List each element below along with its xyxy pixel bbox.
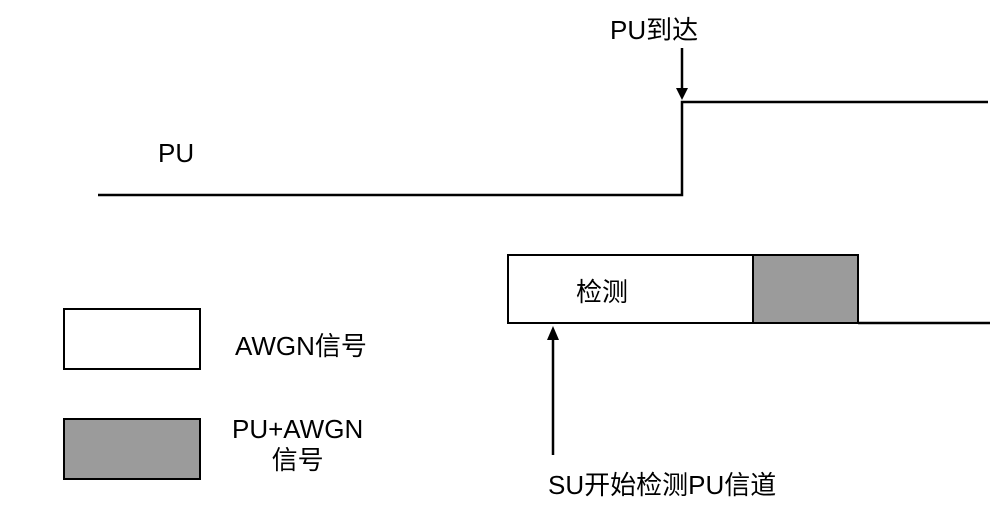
legend-white-label: AWGN信号	[235, 326, 367, 363]
legend-white-box	[63, 308, 201, 370]
pu-step-path	[98, 102, 988, 195]
legend-gray-label: PU+AWGN 信号	[232, 414, 363, 476]
pu-arrival-label: PU到达	[610, 10, 698, 47]
detection-gray-segment	[753, 255, 858, 323]
legend-gray-box	[63, 418, 201, 480]
su-start-label: SU开始检测PU信道	[548, 465, 776, 502]
detection-label: 检测	[576, 272, 628, 309]
pu-label: PU	[158, 138, 194, 169]
detection-white-segment	[508, 255, 753, 323]
